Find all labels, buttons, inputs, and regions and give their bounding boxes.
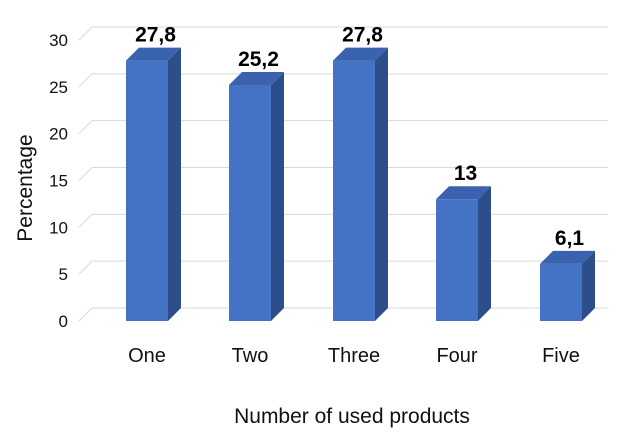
x-category-label: One (128, 345, 166, 367)
y-tick-label: 5 (59, 265, 68, 284)
x-category-label: Five (542, 345, 580, 367)
data-label: 25,2 (238, 48, 279, 71)
x-axis-title: Number of used products (234, 405, 470, 428)
bar-front (333, 60, 375, 322)
x-category-label: Three (328, 345, 380, 367)
x-category-label: Four (436, 345, 477, 367)
gridline (78, 26, 608, 41)
bar-top (436, 186, 491, 200)
x-category-label: Two (232, 345, 269, 367)
y-axis-ticks: 0 5 10 15 20 25 30 (49, 31, 68, 331)
y-tick-label: 20 (49, 125, 68, 144)
data-label: 27,8 (135, 24, 176, 47)
gridline (78, 167, 608, 181)
data-labels: 27,8 25,2 27,8 13 6,1 (135, 24, 584, 250)
bar (436, 186, 491, 321)
y-tick-label: 30 (49, 31, 68, 50)
bar-side (375, 47, 388, 322)
y-tick-label: 15 (49, 172, 68, 191)
y-tick-label: 25 (49, 78, 68, 97)
bar-top (540, 250, 595, 264)
bar-top (333, 47, 388, 61)
bar (229, 71, 284, 322)
bar-side (478, 186, 491, 321)
data-label: 13 (454, 162, 477, 185)
y-tick-label: 10 (49, 218, 68, 237)
bar-front (229, 84, 271, 322)
bar-side (168, 47, 181, 322)
bar-side (582, 250, 595, 321)
gridline (78, 120, 608, 135)
bar-front (436, 199, 478, 321)
y-axis-title: Percentage (14, 134, 37, 241)
bar-top (126, 47, 181, 61)
data-label: 6,1 (555, 227, 585, 250)
bar (333, 47, 388, 322)
gridlines (78, 26, 608, 322)
bars (126, 47, 595, 322)
bar-top (229, 71, 284, 85)
y-tick-label: 0 (59, 312, 68, 331)
x-axis-categories: One Two Three Four Five (128, 345, 580, 367)
bar-side (271, 71, 284, 322)
bar (540, 250, 595, 321)
gridline (78, 73, 608, 88)
bar-front (540, 263, 582, 321)
bar (126, 47, 181, 322)
bar-front (126, 60, 168, 322)
data-label: 27,8 (342, 24, 383, 47)
